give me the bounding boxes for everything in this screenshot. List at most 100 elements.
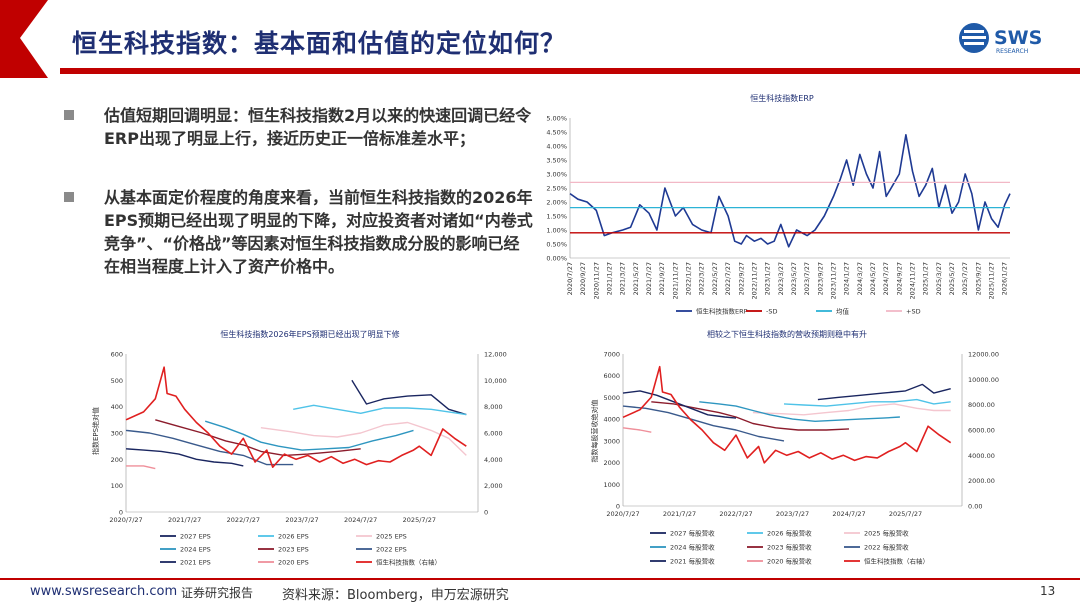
y-axis-label: 指数每股营收绝对值	[590, 400, 599, 463]
legend-label: 2027 每股营收	[670, 529, 715, 538]
y-tick-label: 1.00%	[546, 227, 567, 235]
y-tick-label: 3000	[603, 437, 620, 445]
chart-title: 恒生科技指数ERP	[750, 93, 814, 103]
legend-label: 2020 EPS	[278, 559, 309, 567]
x-tick-label: 2023/7/27	[803, 262, 811, 295]
y-tick-label: 4.00%	[546, 143, 567, 151]
revenue-chart: 相较之下恒生科技指数的营收预期则稳中有升 指数每股营收绝对值 7000 6000 5…	[590, 329, 999, 566]
legend-label: 2023 EPS	[278, 546, 309, 554]
x-tick-label: 2022/1/27	[685, 262, 693, 295]
x-tick-label: 2025/5/27	[948, 262, 956, 295]
y2-tick-label: 10000.00	[968, 376, 999, 384]
y-tick-label: 100	[111, 482, 123, 490]
y-axis-ticks: 600 500 400 300 200 100 0	[111, 351, 123, 517]
x-tick-label: 2023/7/27	[776, 510, 809, 518]
series-line	[204, 420, 414, 451]
x-tick-label: 2024/7/27	[882, 262, 890, 295]
legend: 2027 每股营收 2026 每股营收 2025 每股营收 2024 每股营收 2023…	[650, 529, 929, 566]
x-tick-label: 2024/5/27	[869, 262, 877, 295]
y2-tick-label: 2000.00	[968, 477, 995, 485]
sws-logo-icon: SWS RESEARCH	[959, 23, 1042, 55]
legend-label: 2021 EPS	[180, 559, 211, 567]
x-tick-label: 2022/7/27	[724, 262, 732, 295]
x-tick-label: 2020/11/27	[592, 262, 600, 299]
erp-chart: 恒生科技指数ERP 5.00% 4.50% 4.00% 3.50% 3.00% 2.50%…	[546, 93, 1011, 316]
x-tick-label: 2022/11/27	[750, 262, 758, 299]
x-tick-label: 2021/7/27	[168, 516, 201, 524]
series-line	[351, 379, 467, 416]
series-line	[783, 398, 951, 407]
bullet-square-icon	[64, 110, 74, 120]
x-tick-label: 2022/9/27	[737, 262, 745, 295]
legend-label: 2022 EPS	[376, 546, 407, 554]
series-line	[622, 405, 785, 442]
x-tick-label: 2021/5/27	[632, 262, 640, 295]
y-tick-label: 2000	[603, 459, 620, 467]
x-tick-label: 2024/7/27	[832, 510, 865, 518]
header-red-line	[60, 68, 1080, 74]
page-number: 13	[1040, 584, 1056, 598]
legend-label: -SD	[766, 308, 777, 316]
legend-label: 2023 每股营收	[767, 543, 812, 552]
sws-logo: SWS RESEARCH	[958, 20, 1058, 56]
legend-label: 2025 EPS	[376, 533, 407, 541]
x-tick-label: 2021/9/27	[658, 262, 666, 295]
y-tick-label: 500	[111, 377, 123, 385]
legend-label: 2021 每股营收	[670, 557, 715, 566]
y-axis-ticks: 7000 6000 5000 4000 3000 2000 1000 0	[603, 351, 620, 511]
x-tick-label: 2021/1/27	[606, 262, 614, 295]
series-line	[125, 366, 467, 468]
x-tick-label: 2020/7/27	[566, 262, 574, 295]
x-tick-label: 2025/7/27	[403, 516, 436, 524]
x-tick-label: 2024/3/27	[856, 262, 864, 295]
legend-label: 2026 EPS	[278, 533, 309, 541]
footer-source: 资料来源：Bloomberg，申万宏源研究	[282, 588, 509, 603]
y-tick-label: 0	[616, 503, 620, 511]
legend-label: 2026 每股营收	[767, 529, 812, 538]
x-tick-label: 2020/9/27	[579, 262, 587, 295]
y2-tick-label: 2,000	[484, 482, 503, 490]
series-line	[622, 390, 737, 419]
y-tick-label: 200	[111, 456, 123, 464]
legend-label: 2024 EPS	[180, 546, 211, 554]
y-tick-label: 600	[111, 351, 123, 359]
footer-website-link[interactable]: www.swsresearch.com	[30, 584, 178, 599]
footer-red-line	[0, 578, 1080, 580]
legend: 2027 EPS 2026 EPS 2025 EPS 2024 EPS 2023 EPS…	[160, 533, 441, 567]
series-line	[125, 448, 244, 467]
header-red-chevron	[0, 0, 48, 78]
x-tick-label: 2023/11/27	[829, 262, 837, 299]
bullet-square-icon	[64, 192, 74, 202]
x-tick-label: 2025/9/27	[974, 262, 982, 295]
plot-area	[569, 118, 1010, 259]
legend-label: 2024 每股营收	[670, 543, 715, 552]
series-line	[260, 421, 467, 456]
y-tick-label: 1000	[603, 481, 620, 489]
eps-chart: 恒生科技指数2026年EPS预期已经出现了明显下修 指数EPS绝对值 600 50…	[91, 329, 507, 567]
bullet-1: 估值短期回调明显：恒生科技指数2月以来的快速回调已经令ERP出现了明显上行，接近…	[64, 104, 534, 176]
series-line	[126, 465, 156, 470]
x-tick-label: 2023/5/27	[790, 262, 798, 295]
bullet-2: 从基本面定价程度的角度来看，当前恒生科技指数的2026年EPS预期已经出现了明显…	[64, 186, 534, 306]
y-tick-label: 5000	[603, 394, 620, 402]
x-tick-label: 2025/1/27	[922, 262, 930, 295]
legend-label: 2022 每股营收	[864, 543, 909, 552]
y2-tick-label: 10,000	[484, 377, 507, 385]
y-tick-label: 400	[111, 403, 123, 411]
x-tick-label: 2025/7/27	[961, 262, 969, 295]
x-tick-label: 2021/3/27	[619, 262, 627, 295]
footer-label: 证券研究报告	[181, 586, 254, 600]
y2-tick-label: 6000.00	[968, 427, 995, 435]
x-tick-label: 2022/7/27	[719, 510, 752, 518]
series-line	[293, 404, 467, 416]
y-tick-label: 2.50%	[546, 185, 567, 193]
x-tick-label: 2023/3/27	[777, 262, 785, 295]
series-lines	[569, 133, 1011, 248]
x-tick-label: 2022/5/27	[711, 262, 719, 295]
y2-tick-label: 0.00	[968, 503, 982, 511]
y2-tick-label: 6,000	[484, 430, 503, 438]
legend: 恒生科技指数ERP -SD 均值 +SD	[676, 307, 921, 316]
bullet-2-text: 从基本面定价程度的角度来看，当前恒生科技指数的2026年EPS预期已经出现了明显…	[104, 188, 533, 276]
legend-label: 2020 每股营收	[767, 557, 812, 566]
y-tick-label: 6000	[603, 372, 620, 380]
